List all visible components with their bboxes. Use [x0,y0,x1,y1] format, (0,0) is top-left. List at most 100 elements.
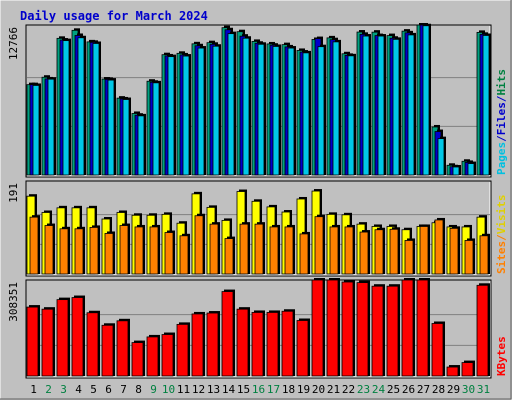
panel-bottom: 308351 KBytes [7,278,508,379]
bar-sites-day-21 [329,224,340,275]
bar-kbytes-day-3-face [56,299,69,377]
x-tick-label-day-4: 4 [75,383,82,396]
bar-kbytes-day-4-face [71,297,84,377]
bar-pages-day-5 [92,41,101,176]
bar-sites-day-25 [389,227,400,275]
bar-pages-day-25 [392,37,401,176]
bar-sites-day-14 [224,236,235,275]
bar-kbytes-day-12 [191,311,205,377]
bar-pages-day-14 [227,31,236,176]
bar-sites-day-24 [374,227,385,275]
bar-pages-day-2-face [47,78,55,176]
bar-pages-day-6-face [107,79,115,176]
bar-pages-day-30 [467,161,476,176]
bar-pages-day-12-face [197,47,205,176]
bar-sites-day-23 [359,230,370,275]
bar-pages-day-8-face [137,115,145,176]
bar-kbytes-day-18-face [281,310,294,377]
bar-pages-day-13-face [212,45,220,176]
bar-kbytes-day-29-face [446,366,459,377]
x-tick-label-day-21: 21 [327,383,340,396]
bar-sites-day-21-face [329,226,339,275]
bar-sites-day-2 [44,223,55,275]
bar-sites-day-14-face [224,238,234,275]
bar-kbytes-day-11 [176,322,190,377]
panel-top-legend-part-4: / [495,95,508,102]
bar-pages-day-9 [152,80,161,176]
bar-sites-day-28 [434,217,445,275]
x-tick-label-day-29: 29 [447,383,460,396]
bar-sites-day-6-face [104,233,114,275]
panel-middle-legend-part-2: / [495,234,508,241]
x-tick-label-day-30: 30 [462,383,475,396]
bar-sites-day-9 [149,224,160,275]
bar-kbytes-day-2 [41,307,55,377]
bar-sites-day-7 [119,223,130,275]
chart-title: Daily usage for March 2024 [20,9,208,23]
bar-kbytes-day-30 [461,360,475,377]
bar-sites-day-10 [164,230,175,275]
bar-pages-day-29 [452,164,461,176]
bar-kbytes-day-23-face [356,282,369,377]
bar-kbytes-day-9-face [146,336,159,377]
bar-sites-day-30-face [464,240,474,275]
bar-pages-day-3 [62,38,71,176]
bar-pages-day-7 [122,97,131,176]
bar-kbytes-day-19-face [296,320,309,377]
x-tick-label-day-7: 7 [120,383,127,396]
x-tick-label-day-11: 11 [177,383,190,396]
bar-pages-day-1-face [32,85,40,176]
bar-kbytes-day-11-face [176,323,189,377]
bar-sites-day-1 [29,215,40,275]
bar-sites-day-11 [179,233,190,275]
x-tick-label-day-20: 20 [312,383,325,396]
bar-kbytes-day-21 [326,278,340,377]
bar-sites-day-15 [239,222,250,275]
bar-sites-day-19 [299,231,310,275]
bar-kbytes-day-7-face [116,320,129,377]
x-axis-labels: 1 2 3 4 5 6 7 8 9 10 11 12 13 14 15 16 17 18 19 20 21 22 23 24 2… [30,383,490,396]
bar-kbytes-day-4 [71,295,85,377]
bar-kbytes-day-18 [281,309,295,377]
bar-kbytes-day-22-face [341,281,354,377]
panel-top-legend-part-3: Files [495,102,508,135]
bar-sites-day-23-face [359,231,369,275]
bar-pages-day-11-face [182,55,190,176]
bar-kbytes-day-1-face [26,306,39,377]
bar-pages-day-24 [377,34,386,176]
x-tick-label-day-16: 16 [252,383,265,396]
bar-sites-day-8 [134,224,145,275]
bar-kbytes-day-26-face [401,279,414,377]
bar-kbytes-day-9 [146,334,160,377]
panel-top-legend: Pages/Files/Hits [495,69,508,175]
bar-sites-day-26 [404,238,415,275]
bar-sites-day-31-face [479,235,489,275]
bar-kbytes-day-14 [221,289,235,377]
x-tick-label-day-15: 15 [237,383,250,396]
bar-pages-day-30-face [467,163,475,176]
bar-kbytes-day-1 [26,305,40,377]
bar-sites-day-19-face [299,233,309,275]
bar-kbytes-day-26 [401,278,415,377]
bar-kbytes-day-31-face [476,284,489,377]
bar-sites-day-25-face [389,228,399,275]
panel-middle: 191 Sites/Visits [7,180,508,277]
bar-kbytes-day-14-face [221,291,234,377]
bar-kbytes-day-17 [266,310,280,377]
bar-sites-day-11-face [179,235,189,275]
panels: 12766Pages/Files/Hits191Sites/Visits3083… [7,23,508,379]
bar-kbytes-day-16 [251,310,265,377]
bar-sites-day-22 [344,224,355,275]
x-tick-label-day-14: 14 [222,383,236,396]
bar-sites-day-20-face [314,216,324,275]
x-tick-label-day-17: 17 [267,383,280,396]
bar-kbytes-day-27-face [416,279,429,377]
bar-kbytes-day-2-face [41,308,54,377]
bar-sites-day-18 [284,224,295,275]
x-tick-label-day-31: 31 [477,383,490,396]
bar-pages-day-1 [32,83,41,176]
bar-pages-day-15 [242,36,251,176]
x-tick-label-day-28: 28 [432,383,445,396]
x-tick-label-day-12: 12 [192,383,205,396]
bar-kbytes-day-15-face [236,308,249,377]
